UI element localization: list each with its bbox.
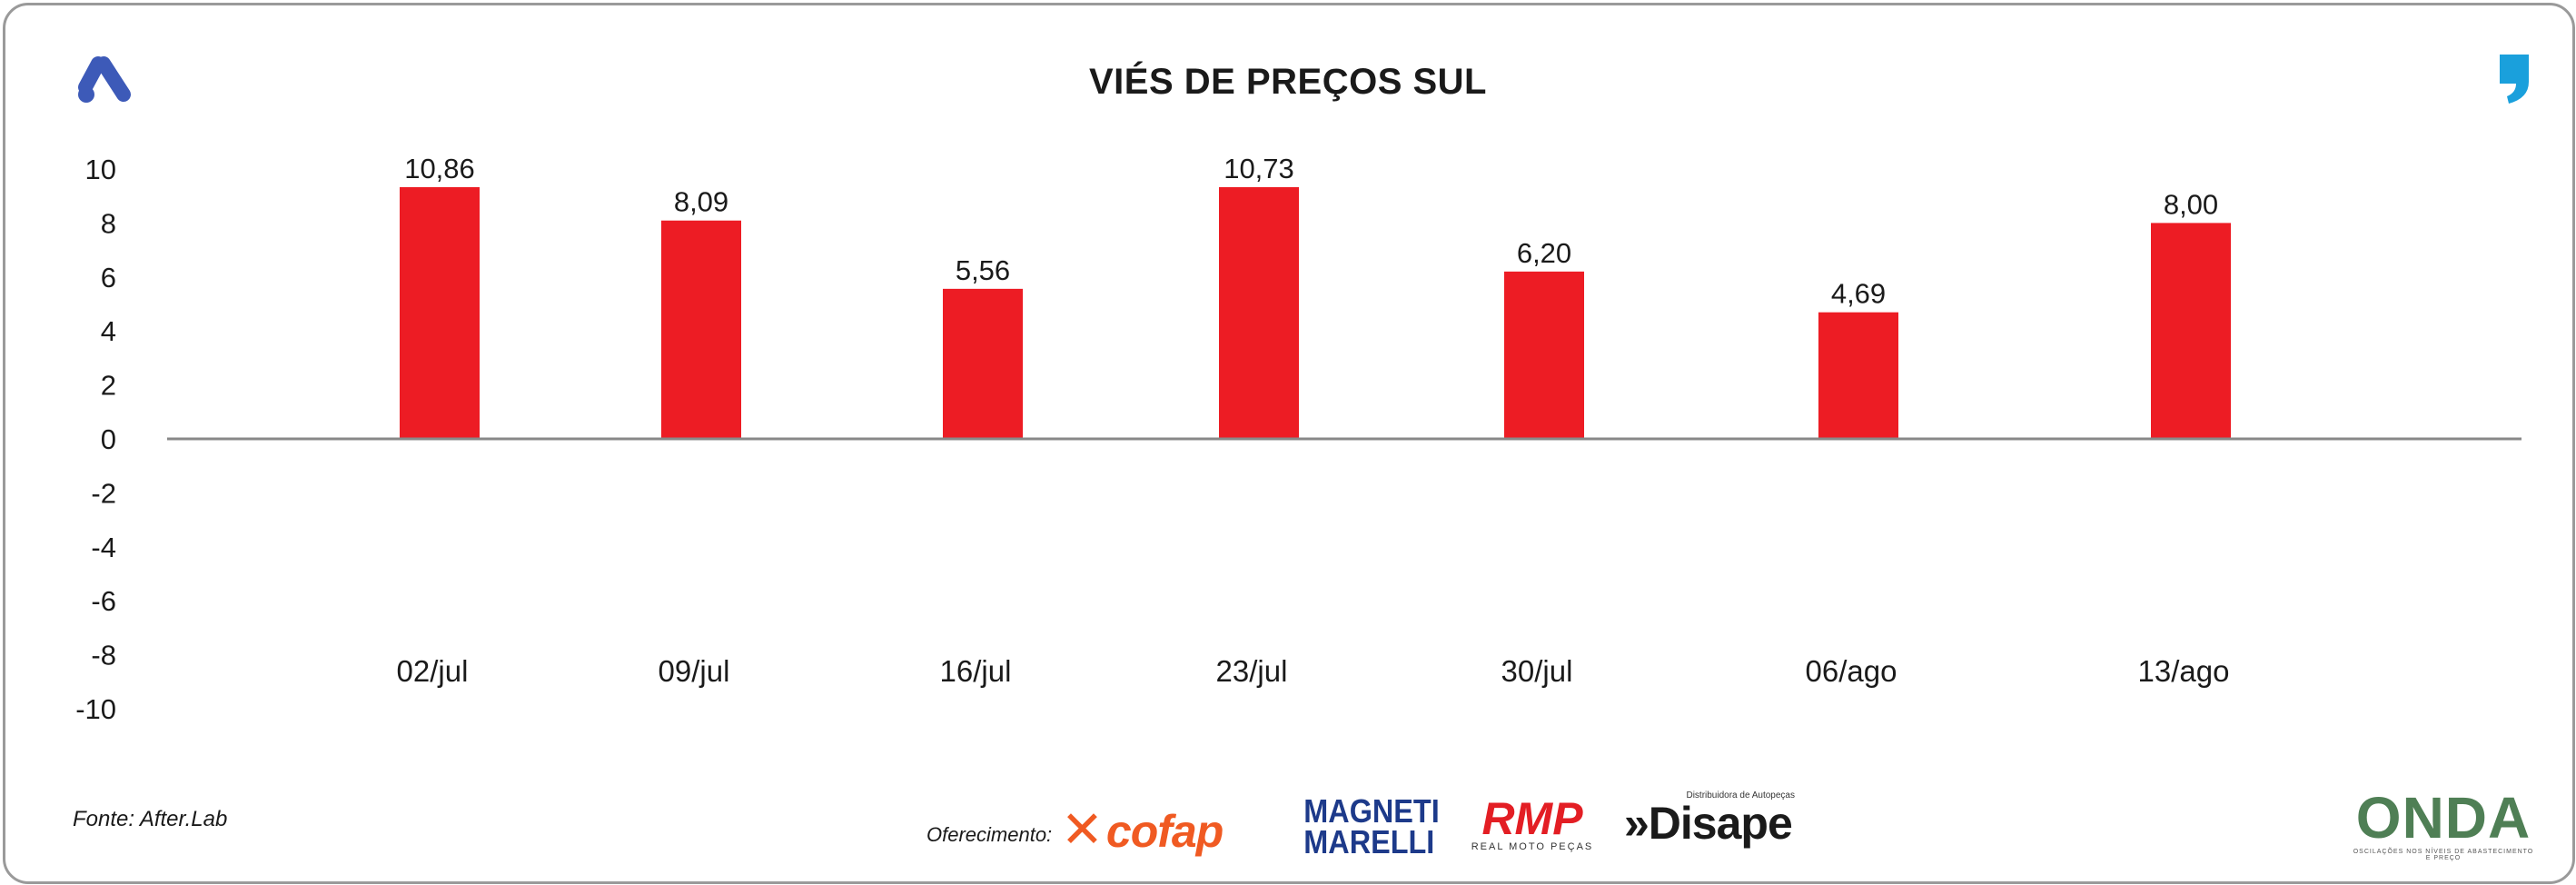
bar: [1219, 187, 1299, 439]
bar: [661, 220, 741, 439]
chart-title: VIÉS DE PREÇOS SUL: [1089, 62, 1487, 102]
disape-tagline: Distribuidora de Autopeças: [1686, 791, 1795, 800]
x-category-label: 02/jul: [397, 654, 469, 688]
y-tick-label: 10: [85, 154, 116, 185]
data-label: 4,69: [1831, 278, 1886, 310]
y-tick-label: 2: [101, 370, 116, 402]
x-category-label: 30/jul: [1501, 654, 1573, 688]
bar: [1504, 271, 1584, 439]
magneti-line1: MAGNETI: [1303, 792, 1440, 830]
rmp-subtitle: REAL MOTO PEÇAS: [1471, 841, 1594, 852]
magneti-line2: MARELLI: [1303, 823, 1435, 860]
bar: [1818, 312, 1898, 439]
onda-subtitle: OSCILAÇÕES NOS NÍVEIS DE ABASTECIMENTO E…: [2353, 849, 2534, 861]
bar: [400, 187, 480, 439]
quote-icon: [2496, 51, 2532, 110]
y-tick-label: -2: [91, 477, 116, 509]
chart-frame: [3, 3, 2575, 884]
y-tick-label: 0: [101, 423, 116, 455]
sponsor-label: Oferecimento:: [926, 823, 1053, 846]
y-tick-label: 4: [101, 315, 116, 347]
disape-logo: Distribuidora de Autopeças »Disape: [1624, 791, 1806, 846]
y-tick-label: -10: [75, 693, 116, 725]
onda-logo: ONDA OSCILAÇÕES NOS NÍVEIS DE ABASTECIME…: [2353, 789, 2534, 861]
x-category-label: 16/jul: [940, 654, 1012, 688]
y-tick-label: 8: [101, 207, 116, 239]
x-category-label: 13/ago: [2138, 654, 2230, 688]
data-label: 8,00: [2164, 188, 2218, 220]
x-category-label: 09/jul: [659, 654, 730, 688]
x-category-label: 23/jul: [1216, 654, 1288, 688]
data-label: 10,73: [1224, 153, 1294, 184]
y-tick-label: -6: [91, 585, 116, 617]
y-tick-label: -8: [91, 640, 116, 671]
data-label: 10,86: [404, 153, 475, 184]
x-category-label: 06/ago: [1806, 654, 1897, 688]
data-label: 5,56: [956, 254, 1010, 286]
cofap-mark-icon: ✕: [1061, 800, 1104, 858]
y-tick-label: 6: [101, 262, 116, 293]
source-note: Fonte: After.Lab: [73, 807, 228, 831]
rmp-wordmark: RMP: [1481, 793, 1583, 844]
rmp-logo: RMP REAL MOTO PEÇAS: [1464, 796, 1600, 852]
data-label: 8,09: [674, 186, 728, 218]
bar: [943, 288, 1023, 439]
cofap-logo: ✕cofap: [1061, 800, 1224, 860]
bar: [2151, 223, 2231, 439]
data-label: 6,20: [1517, 237, 1571, 269]
cofap-wordmark: cofap: [1105, 806, 1224, 857]
onda-wordmark: ONDA: [2355, 785, 2531, 850]
brand-logo-icon: [76, 49, 136, 112]
y-tick-label: -4: [91, 532, 116, 563]
disape-wordmark: »Disape: [1624, 798, 1793, 849]
magneti-marelli-logo: MAGNETI MARELLI: [1303, 792, 1440, 860]
